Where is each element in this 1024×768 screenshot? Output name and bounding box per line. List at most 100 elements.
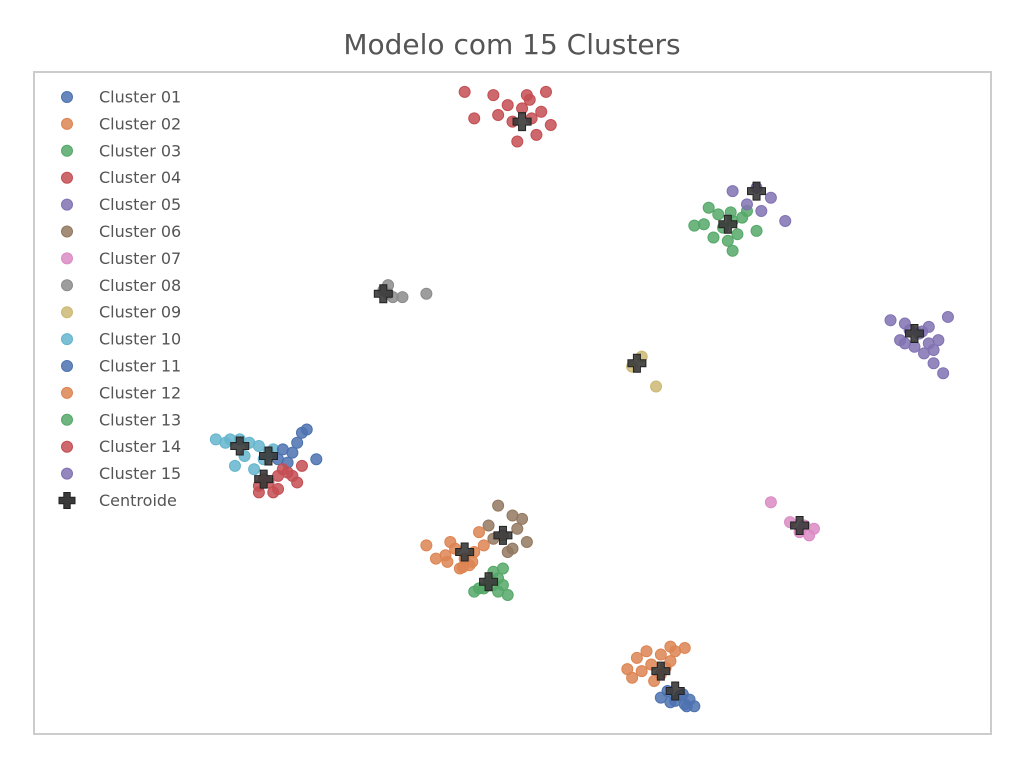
legend-marker: [61, 333, 73, 346]
data-point: [669, 645, 682, 658]
data-point: [918, 347, 931, 360]
data-point: [740, 198, 753, 211]
data-point: [932, 334, 945, 347]
data-point: [286, 446, 299, 459]
data-point: [535, 105, 548, 118]
legend-marker: [61, 198, 73, 211]
data-point: [429, 552, 442, 565]
legend-label: Cluster 01: [99, 88, 181, 107]
data-point: [520, 536, 533, 549]
data-point: [650, 380, 663, 393]
data-point: [468, 112, 481, 125]
data-point: [750, 224, 763, 237]
data-point: [444, 536, 457, 549]
legend-label: Cluster 09: [99, 303, 181, 322]
legend-label: Cluster 06: [99, 222, 181, 241]
data-point: [310, 453, 323, 466]
data-point: [927, 357, 940, 370]
data-point: [492, 109, 505, 122]
data-point: [396, 291, 409, 304]
centroid-marker: [627, 353, 647, 373]
legend-label: Centroide: [99, 491, 177, 510]
data-point: [884, 314, 897, 327]
legend-marker: [61, 171, 73, 184]
data-point: [291, 436, 304, 449]
data-point: [640, 645, 653, 658]
plot-frame: [33, 71, 992, 735]
data-point: [482, 519, 495, 532]
legend-marker: [61, 413, 73, 426]
data-point: [654, 648, 667, 661]
data-point: [441, 555, 454, 568]
legend-marker: [61, 467, 73, 480]
data-point: [635, 665, 648, 678]
centroid-marker: [493, 525, 513, 545]
data-point: [501, 99, 514, 112]
data-point: [544, 118, 557, 131]
legend-label: Cluster 08: [99, 276, 181, 295]
data-point: [420, 287, 433, 300]
data-point: [530, 128, 543, 141]
data-point: [726, 185, 739, 198]
legend-marker-centroid: [58, 492, 76, 509]
data-point: [477, 539, 490, 552]
centroid-marker: [904, 323, 924, 343]
data-point: [295, 459, 308, 472]
data-point: [252, 440, 265, 453]
data-point: [630, 651, 643, 664]
legend-label: Cluster 05: [99, 195, 181, 214]
legend-marker: [61, 360, 73, 372]
data-point: [286, 469, 299, 482]
data-point: [731, 228, 744, 241]
data-point: [276, 463, 289, 476]
data-point: [898, 337, 911, 350]
legend-marker: [61, 225, 73, 238]
data-point: [707, 231, 720, 244]
centroid-marker: [479, 572, 499, 592]
centroids-layer: [230, 112, 924, 701]
legend-label: Cluster 14: [99, 437, 181, 456]
legend-marker: [61, 440, 73, 453]
centroid-marker: [455, 542, 475, 562]
centroid-marker: [665, 681, 685, 701]
legend-label: Cluster 07: [99, 249, 181, 268]
points-layer: [209, 85, 954, 713]
legend-label: Cluster 03: [99, 141, 181, 160]
data-point: [764, 191, 777, 204]
legend: Cluster 01 Cluster 02 Cluster 03 Cluster 04…: [58, 88, 181, 510]
data-point: [511, 135, 524, 148]
centroid-marker: [651, 661, 671, 681]
data-point: [898, 317, 911, 330]
data-point: [456, 561, 469, 574]
data-point: [516, 512, 529, 525]
data-point: [267, 486, 280, 499]
centroid-marker: [718, 214, 738, 234]
data-point: [466, 555, 479, 568]
data-point: [248, 463, 261, 476]
data-point: [492, 499, 505, 512]
legend-label: Cluster 02: [99, 114, 181, 133]
legend-label: Cluster 12: [99, 383, 181, 402]
chart-title: Modelo com 15 Clusters: [343, 28, 681, 61]
legend-label: Cluster 04: [99, 168, 181, 187]
data-point: [688, 219, 701, 232]
data-point: [941, 310, 954, 323]
data-point: [501, 588, 514, 601]
data-point: [252, 486, 265, 499]
data-point: [468, 585, 481, 598]
data-point: [683, 693, 696, 706]
legend-marker: [61, 144, 73, 157]
data-point: [779, 214, 792, 227]
centroid-marker: [747, 181, 767, 201]
centroid-marker: [373, 284, 393, 304]
legend-label: Cluster 11: [99, 357, 181, 376]
legend-marker: [61, 252, 73, 265]
data-point: [501, 545, 514, 558]
legend-marker: [61, 91, 73, 103]
legend-marker: [61, 386, 73, 399]
data-point: [764, 496, 777, 509]
data-point: [621, 663, 634, 676]
data-point: [803, 529, 816, 542]
data-point: [209, 433, 222, 446]
